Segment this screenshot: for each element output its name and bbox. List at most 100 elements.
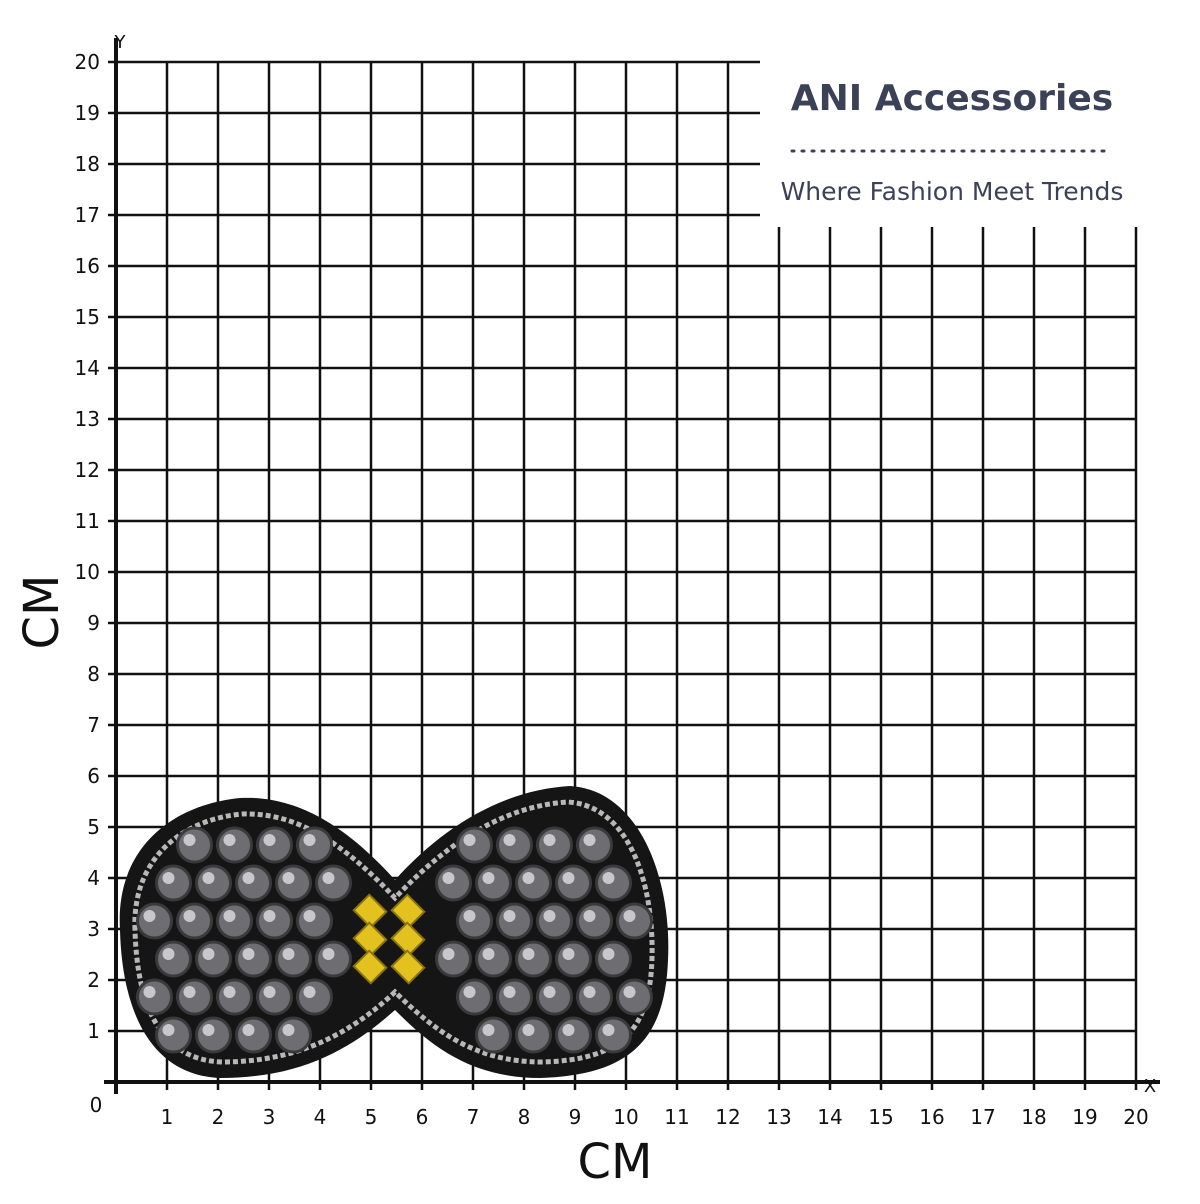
- gold-crystal: [390, 893, 426, 929]
- bead: [195, 864, 232, 902]
- y-tick-label: 1: [87, 1019, 100, 1043]
- y-unit: CM: [14, 575, 70, 650]
- y-tick-label: 12: [75, 458, 100, 482]
- bead-shine: [442, 948, 455, 960]
- bead-shine: [623, 986, 636, 998]
- y-tick-label: 15: [75, 305, 100, 329]
- bead: [155, 1016, 192, 1054]
- bead: [576, 826, 613, 864]
- bead: [435, 940, 472, 978]
- x-tick-label: 3: [263, 1105, 276, 1129]
- bead-shine: [503, 910, 516, 922]
- x-tick-label: 15: [868, 1105, 893, 1129]
- y-tick-label: 9: [87, 611, 100, 635]
- bead: [275, 864, 312, 902]
- bead-shine: [162, 872, 175, 884]
- bead: [536, 902, 573, 940]
- bead-shine: [143, 986, 156, 998]
- y-tick-label: 2: [87, 968, 100, 992]
- bead: [456, 902, 493, 940]
- bead: [595, 940, 632, 978]
- bead: [235, 864, 272, 902]
- bead-shine: [183, 834, 196, 846]
- bead: [496, 978, 533, 1016]
- bead: [475, 1016, 512, 1054]
- bead: [256, 902, 293, 940]
- bead-shine: [263, 834, 276, 846]
- bead-shine: [543, 986, 556, 998]
- y-tick-label: 18: [75, 152, 100, 176]
- bead-shine: [522, 948, 535, 960]
- y-tick-label: 8: [87, 662, 100, 686]
- bead: [515, 864, 552, 902]
- bead-shine: [522, 872, 535, 884]
- bead-shine: [562, 1024, 575, 1036]
- bead-shine: [602, 872, 615, 884]
- bead-shine: [202, 1024, 215, 1036]
- x-tick-label: 9: [569, 1105, 582, 1129]
- bead-shine: [282, 1024, 295, 1036]
- bead: [275, 1016, 312, 1054]
- bead-shine: [463, 986, 476, 998]
- bead: [195, 1016, 232, 1054]
- bead-shine: [162, 948, 175, 960]
- x-tick-label: 20: [1123, 1105, 1148, 1129]
- bead-shine: [263, 910, 276, 922]
- bead: [576, 978, 613, 1016]
- bead: [176, 902, 213, 940]
- bead-shine: [463, 834, 476, 846]
- bead: [616, 978, 653, 1016]
- y-tick-label: 16: [75, 254, 100, 278]
- y-tick-label: 5: [87, 815, 100, 839]
- x-tick-label: 19: [1072, 1105, 1097, 1129]
- bead-shine: [242, 948, 255, 960]
- gold-crystal: [352, 949, 388, 985]
- bead-shine: [303, 910, 316, 922]
- x-unit: CM: [578, 1134, 653, 1190]
- y-tick-label: 4: [87, 866, 100, 890]
- bead-shine: [162, 1024, 175, 1036]
- bead-shine: [562, 948, 575, 960]
- bead: [216, 978, 253, 1016]
- bead: [275, 940, 312, 978]
- x-tick-label: 5: [365, 1105, 378, 1129]
- bead: [256, 826, 293, 864]
- x-tick-label: 10: [613, 1105, 638, 1129]
- bead-shine: [562, 872, 575, 884]
- bead: [456, 826, 493, 864]
- y-tick-label: 14: [75, 356, 100, 380]
- bead-shine: [482, 1024, 495, 1036]
- bead-shine: [303, 834, 316, 846]
- bead: [515, 940, 552, 978]
- gold-crystal: [352, 893, 388, 929]
- brand-tagline: Where Fashion Meet Trends: [781, 177, 1124, 206]
- bead: [216, 826, 253, 864]
- bead: [195, 940, 232, 978]
- beads: [136, 826, 653, 1054]
- bead-shine: [482, 872, 495, 884]
- bead: [475, 864, 512, 902]
- bead: [296, 826, 333, 864]
- x-tick-label: 17: [970, 1105, 995, 1129]
- x-tick-label: 13: [766, 1105, 791, 1129]
- brand-box: [760, 45, 1142, 227]
- bead-shine: [602, 1024, 615, 1036]
- bead-shine: [482, 948, 495, 960]
- bead: [176, 826, 213, 864]
- bead-shine: [202, 872, 215, 884]
- gold-crystal: [352, 921, 388, 957]
- bead-shine: [463, 910, 476, 922]
- bead-shine: [263, 986, 276, 998]
- x-tick-label: 1: [161, 1105, 174, 1129]
- bead: [155, 864, 192, 902]
- bead: [555, 864, 592, 902]
- bead: [235, 1016, 272, 1054]
- bead: [456, 978, 493, 1016]
- bead-shine: [223, 986, 236, 998]
- x-tick-label: 8: [518, 1105, 531, 1129]
- y-tick-label: 19: [75, 101, 100, 125]
- bead: [555, 940, 592, 978]
- y-tick-label: 20: [75, 50, 100, 74]
- bead: [496, 902, 533, 940]
- bead: [576, 902, 613, 940]
